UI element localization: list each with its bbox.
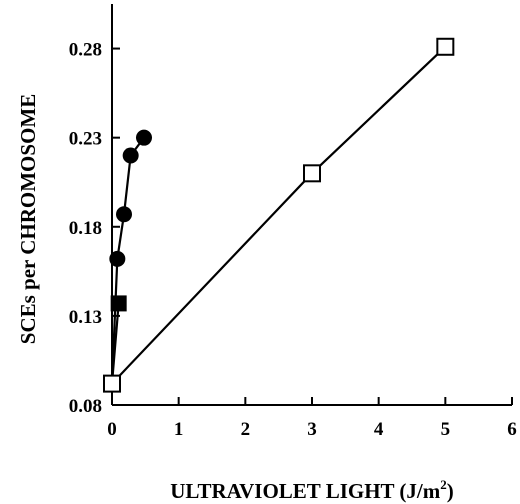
y-tick-label: 0.08 xyxy=(69,396,102,417)
series-lines xyxy=(110,45,447,385)
axes xyxy=(111,4,512,406)
data-point-circle xyxy=(116,206,132,223)
x-tick-label: 2 xyxy=(241,419,251,440)
data-point-filled-square xyxy=(110,295,127,312)
x-tick-label: 5 xyxy=(441,419,451,440)
x-ticks: 0 1 2 3 4 5 6 xyxy=(107,397,517,440)
x-tick-label: 0 xyxy=(107,419,117,440)
data-point-circle xyxy=(122,147,139,164)
data-point-circle xyxy=(109,250,126,267)
x-axis-title: ULTRAVIOLET LIGHT (J/m2) xyxy=(170,477,454,503)
data-point-circle xyxy=(136,129,152,146)
series-line-open-square xyxy=(111,45,447,385)
x-tick-label: 6 xyxy=(507,419,517,440)
data-point-open-square xyxy=(303,164,321,183)
data-point-open-square xyxy=(103,374,121,393)
data-point-open-square xyxy=(436,37,455,56)
x-tick-label: 4 xyxy=(374,419,384,440)
y-tick-label: 0.18 xyxy=(69,218,102,239)
y-tick-label: 0.28 xyxy=(69,40,102,61)
y-tick-label: 0.23 xyxy=(69,129,102,150)
x-tick-label: 1 xyxy=(174,419,184,440)
series-line-filled-square xyxy=(110,303,120,384)
x-tick-label: 3 xyxy=(307,419,317,440)
markers xyxy=(103,37,455,393)
y-tick-label: 0.13 xyxy=(69,307,102,328)
y-axis-title: SCEs per CHROMOSOME xyxy=(16,94,40,344)
